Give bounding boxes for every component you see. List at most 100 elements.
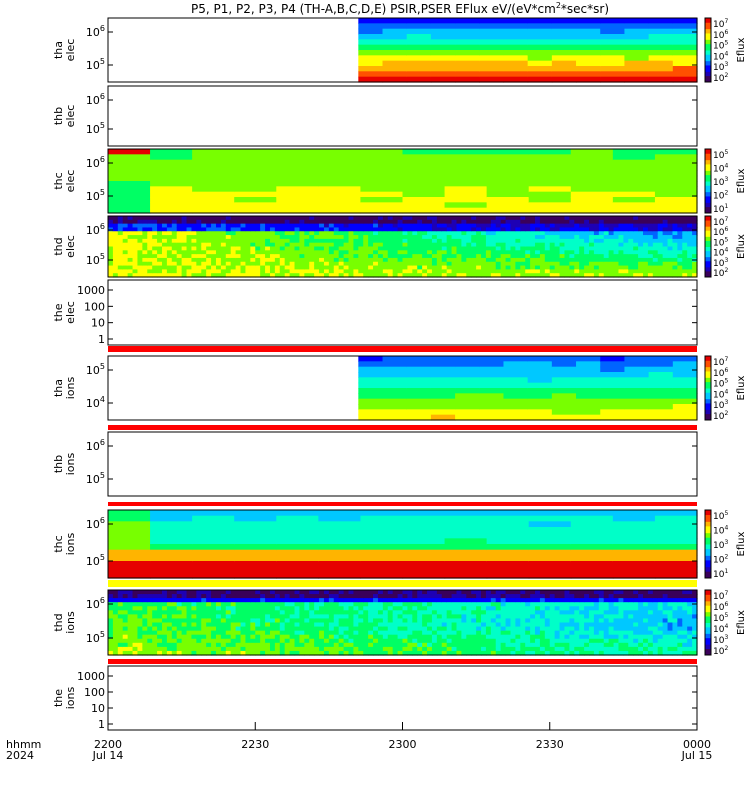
- heatmap-cell: [515, 257, 521, 263]
- heatmap-cell: [215, 598, 222, 603]
- heatmap-cell: [358, 44, 384, 51]
- heatmap-cell: [444, 549, 488, 556]
- heatmap-cell: [387, 602, 394, 607]
- heatmap-cell: [250, 269, 256, 274]
- heatmap-cell: [479, 414, 505, 421]
- heatmap-cell: [319, 590, 325, 595]
- heatmap-cell: [471, 622, 477, 628]
- heatmap-cell: [535, 638, 541, 644]
- heatmap-cell: [245, 261, 251, 267]
- heatmap-cell: [520, 223, 526, 229]
- heatmap-cell: [662, 602, 669, 607]
- heatmap-cell: [430, 28, 456, 35]
- heatmap-cell: [687, 602, 693, 607]
- heatmap-cell: [318, 544, 362, 551]
- heatmap-cell: [544, 261, 551, 267]
- heatmap-cell: [265, 223, 271, 229]
- heatmap-cell: [672, 404, 698, 410]
- heatmap-cell: [510, 606, 516, 611]
- heatmap-cell: [250, 273, 256, 278]
- heatmap-cell: [225, 614, 232, 620]
- heatmap-cell: [122, 269, 129, 274]
- heatmap-cell: [220, 231, 227, 236]
- heatmap-cell: [171, 242, 178, 248]
- heatmap-cell: [544, 598, 551, 603]
- heatmap-cell: [373, 238, 379, 244]
- heatmap-cell: [486, 572, 530, 579]
- heatmap-cell: [276, 159, 319, 166]
- heatmap-cell: [392, 216, 399, 221]
- heatmap-cell: [672, 398, 698, 405]
- heatmap-cell: [417, 238, 423, 244]
- heatmap-cell: [503, 55, 529, 62]
- heatmap-cell: [495, 626, 502, 632]
- heatmap-cell: [245, 231, 251, 236]
- heatmap-cell: [584, 626, 590, 632]
- heatmap-cell: [192, 170, 235, 177]
- heatmap-cell: [461, 602, 467, 607]
- heatmap-cell: [122, 618, 129, 624]
- heatmap-cell: [638, 606, 644, 611]
- heatmap-cell: [628, 614, 634, 620]
- heatmap-cell: [265, 642, 271, 648]
- heatmap-cell: [201, 261, 207, 267]
- heatmap-cell: [600, 361, 626, 368]
- heatmap-cell: [490, 227, 497, 232]
- heatmap-cell: [323, 223, 330, 229]
- heatmap-cell: [530, 594, 536, 599]
- heatmap-cell: [412, 250, 418, 255]
- heatmap-cell: [427, 638, 433, 644]
- heatmap-cell: [682, 590, 688, 595]
- heatmap-cell: [461, 235, 467, 240]
- heatmap-cell: [576, 60, 601, 67]
- separator-bar: [108, 425, 697, 430]
- heatmap-cell: [446, 646, 453, 652]
- heatmap-cell: [503, 71, 529, 78]
- heatmap-cell: [520, 219, 526, 225]
- heatmap-cell: [122, 242, 129, 248]
- heatmap-cell: [176, 618, 183, 624]
- heatmap-cell: [576, 372, 601, 378]
- heatmap-cell: [598, 638, 605, 644]
- heatmap-cell: [510, 622, 516, 628]
- heatmap-cell: [667, 638, 674, 644]
- heatmap-cell: [662, 642, 669, 648]
- colorbar-step: [705, 510, 711, 513]
- heatmap-cell: [150, 202, 193, 209]
- heatmap-cell: [451, 250, 458, 255]
- heatmap-cell: [373, 590, 379, 595]
- heatmap-cell: [476, 269, 482, 274]
- heatmap-cell: [647, 242, 654, 248]
- heatmap-cell: [353, 610, 359, 615]
- heatmap-cell: [176, 626, 183, 632]
- heatmap-cell: [672, 34, 698, 40]
- heatmap-cell: [392, 231, 399, 236]
- heatmap-cell: [117, 250, 124, 255]
- heatmap-cell: [117, 602, 124, 607]
- colorbar-step: [705, 208, 711, 212]
- colorbar-step: [705, 50, 711, 53]
- heatmap-cell: [122, 231, 129, 236]
- heatmap-cell: [225, 269, 232, 274]
- heatmap-cell: [662, 246, 669, 251]
- heatmap-cell: [402, 555, 446, 562]
- heatmap-cell: [603, 622, 610, 628]
- heatmap-cell: [402, 622, 409, 628]
- heatmap-cell: [230, 618, 237, 624]
- heatmap-cell: [382, 223, 389, 229]
- heatmap-cell: [618, 273, 624, 278]
- heatmap-cell: [692, 614, 698, 620]
- heatmap-cell: [593, 622, 600, 628]
- heatmap-cell: [402, 186, 446, 193]
- heatmap-cell: [304, 630, 310, 636]
- heatmap-cell: [211, 216, 217, 221]
- heatmap-cell: [525, 235, 531, 240]
- heatmap-cell: [624, 18, 650, 24]
- heatmap-cell: [549, 265, 556, 270]
- heatmap-cell: [348, 650, 355, 656]
- heatmap-cell: [570, 561, 614, 568]
- heatmap-cell: [289, 254, 296, 259]
- heatmap-cell: [338, 235, 345, 240]
- heatmap-cell: [677, 246, 683, 251]
- colorbar-step: [705, 176, 711, 180]
